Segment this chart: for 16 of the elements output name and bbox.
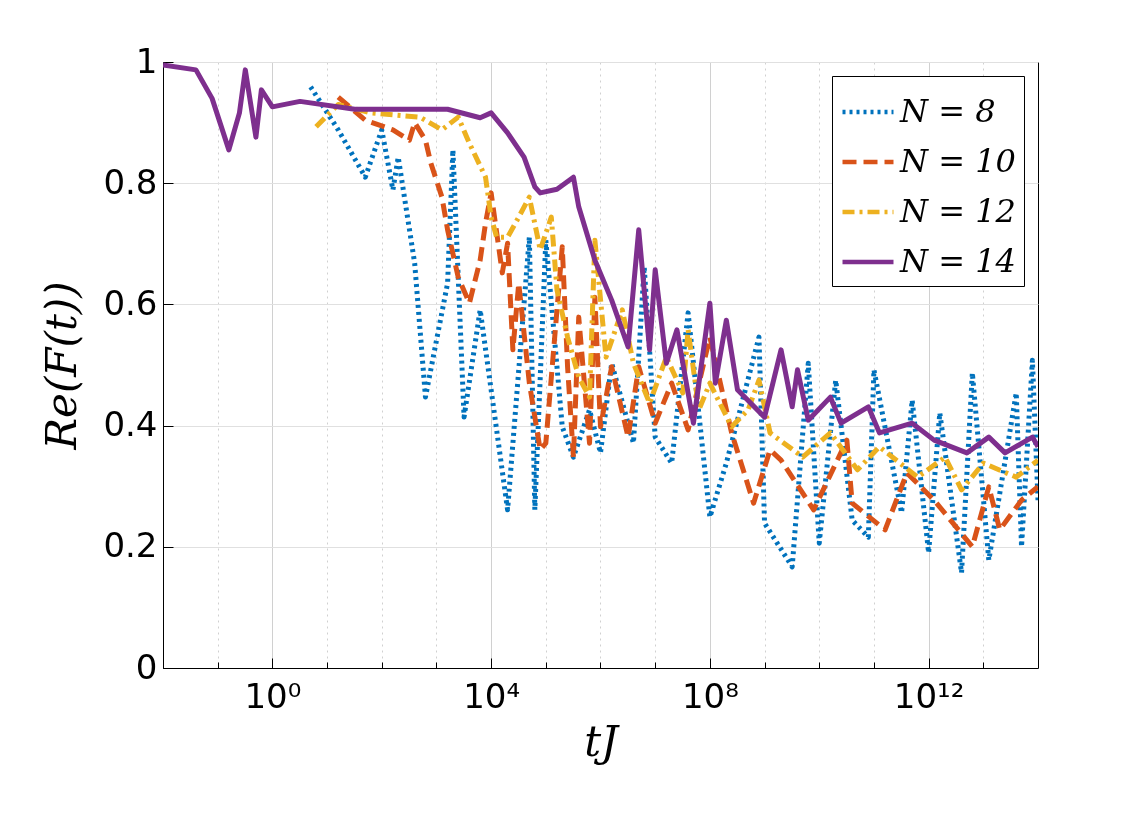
legend-label: N = 8 [899, 92, 996, 130]
legend-label: N = 14 [899, 242, 1016, 280]
y-tick-label: 1 [135, 40, 158, 81]
x-tick-label: 10⁸ [681, 675, 739, 716]
x-tick-label: 10⁴ [463, 675, 521, 716]
y-tick-label: 0.8 [103, 161, 158, 202]
y-tick-label: 0.2 [103, 525, 158, 566]
x-tick-label: 10¹² [893, 675, 965, 716]
y-tick-label: 0 [135, 646, 158, 687]
x-axis-title: tJ [584, 716, 621, 766]
legend-label: N = 10 [899, 142, 1016, 180]
y-tick-label: 0.6 [103, 282, 158, 323]
x-tick-label: 10⁰ [244, 675, 302, 716]
legend-label: N = 12 [899, 192, 1016, 230]
y-axis-title: Re(F(t)) [37, 281, 87, 451]
y-tick-label: 0.4 [103, 404, 158, 445]
